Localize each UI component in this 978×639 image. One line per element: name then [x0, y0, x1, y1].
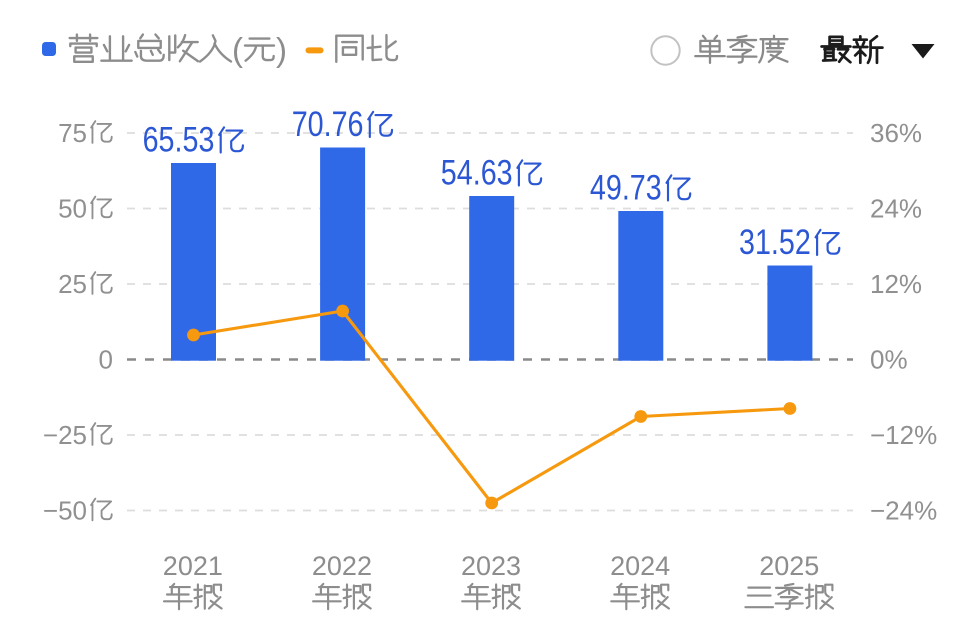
svg-text:75: 75	[58, 118, 87, 148]
svg-text:): )	[276, 31, 287, 68]
svg-text:−24%: −24%	[870, 496, 937, 526]
svg-text:−50: −50	[43, 496, 87, 526]
svg-text:2024: 2024	[610, 551, 670, 581]
svg-text:2022: 2022	[312, 551, 372, 581]
svg-text:2023: 2023	[461, 551, 521, 581]
svg-text:50: 50	[58, 194, 87, 224]
svg-text:54.63: 54.63	[441, 153, 513, 192]
svg-text:31.52: 31.52	[739, 222, 811, 261]
svg-text:−25: −25	[43, 420, 87, 450]
svg-text:65.53: 65.53	[143, 120, 215, 159]
svg-text:0: 0	[99, 345, 113, 375]
svg-text:0%: 0%	[870, 345, 908, 375]
svg-text:12%: 12%	[870, 269, 922, 299]
svg-text:2021: 2021	[163, 551, 223, 581]
svg-text:2025: 2025	[759, 551, 819, 581]
svg-text:36%: 36%	[870, 118, 922, 148]
svg-text:49.73: 49.73	[590, 168, 662, 207]
svg-text:−12%: −12%	[870, 420, 937, 450]
svg-text:70.76: 70.76	[292, 104, 364, 143]
svg-text:(: (	[232, 31, 243, 68]
svg-text:24%: 24%	[870, 194, 922, 224]
svg-text:25: 25	[58, 269, 87, 299]
